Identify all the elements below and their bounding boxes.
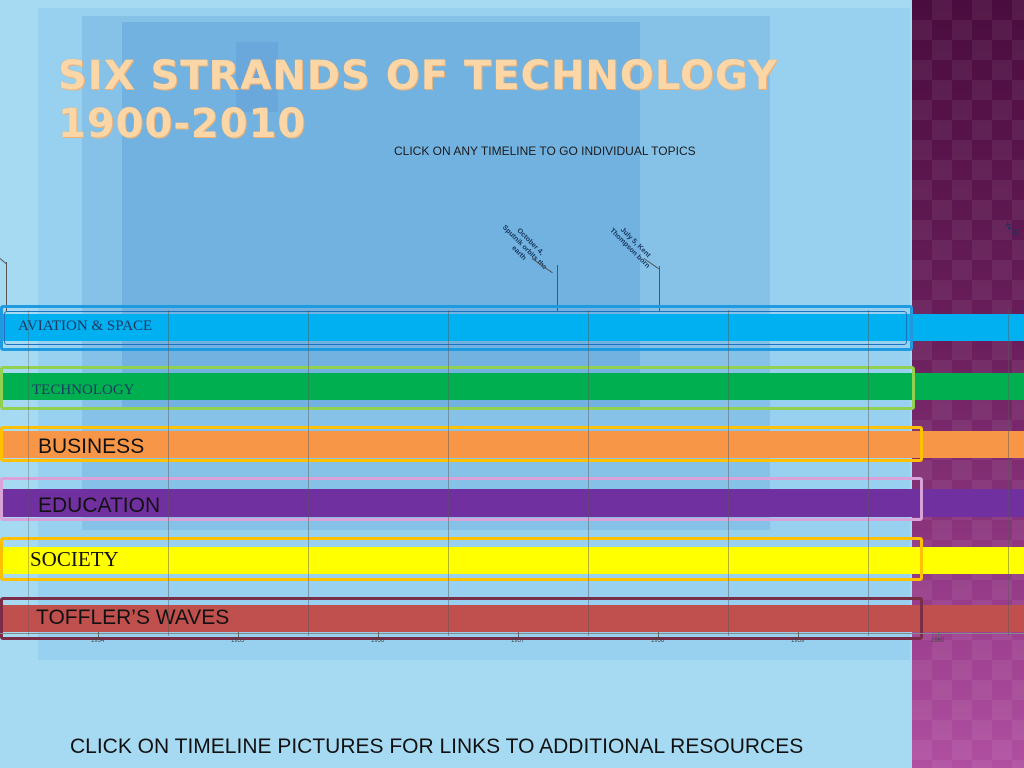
timeline-gridline — [168, 310, 169, 636]
year-tick — [238, 632, 239, 637]
year-tick — [798, 632, 799, 637]
timeline-gridline — [168, 310, 169, 636]
strand-frame-society[interactable] — [0, 537, 923, 581]
strand-label-tofflers-waves: TOFFLER’S WAVES — [36, 606, 230, 629]
year-tick — [938, 632, 939, 637]
timeline-gridline — [308, 310, 309, 636]
strand-label-society: SOCIETY — [30, 547, 119, 571]
background-layer — [236, 42, 278, 112]
timeline-axis — [0, 633, 1024, 634]
strand-bar-society[interactable] — [0, 547, 1024, 574]
year-label: 1960 — [931, 638, 945, 644]
background-layer — [122, 22, 640, 408]
title-line-1: SIX STRANDS OF TECHNOLOGY — [58, 53, 778, 99]
year-tick — [378, 632, 379, 637]
strand-bar-aviation-space[interactable] — [0, 314, 1024, 341]
timeline-gridline — [448, 310, 449, 636]
timeline-gridline — [728, 310, 729, 636]
timeline-gridline — [28, 310, 29, 636]
timeline-gridline — [728, 310, 729, 636]
slide-title: SIX STRANDS OF TECHNOLOGY 1900-2010 — [58, 52, 778, 148]
timeline-gridline — [868, 310, 869, 636]
strand-bar-tofflers-waves[interactable] — [0, 605, 1024, 632]
strand-bar-business[interactable] — [0, 431, 1024, 458]
strand-label-aviation-space: AVIATION & SPACE — [18, 318, 153, 334]
footer-instruction: CLICK ON TIMELINE PICTURES FOR LINKS TO … — [70, 735, 804, 758]
event-connector — [6, 262, 7, 312]
year-label: 1958 — [651, 638, 665, 644]
timeline-gridline — [1008, 310, 1009, 636]
strand-frame-tofflers-waves[interactable] — [0, 597, 923, 640]
title-line-2: 1900-2010 — [58, 101, 307, 147]
strand-label-business: BUSINESS — [38, 435, 145, 458]
strand-label-education: EDUCATION — [38, 494, 161, 517]
year-label: 1954 — [91, 638, 105, 644]
strand-bar-education[interactable] — [0, 489, 1024, 517]
timeline-gridline — [588, 310, 589, 636]
year-label: 1956 — [371, 638, 385, 644]
timeline-gridline — [448, 310, 449, 636]
strand-frame-aviation-space[interactable] — [0, 305, 913, 351]
instruction-text: CLICK ON ANY TIMELINE TO GO INDIVIDUAL T… — [394, 144, 696, 158]
timeline-gridline — [308, 310, 309, 636]
strand-frame-education[interactable] — [0, 477, 923, 521]
strand-frame-business[interactable] — [0, 426, 923, 462]
strand-inner-frame — [4, 311, 907, 345]
event-connector — [557, 265, 558, 312]
year-tick — [518, 632, 519, 637]
year-label: 1959 — [791, 638, 805, 644]
year-label: 1955 — [231, 638, 245, 644]
event-connector — [659, 266, 660, 312]
timeline-gridline — [588, 310, 589, 636]
strand-frame-technology[interactable] — [0, 366, 915, 410]
year-tick — [658, 632, 659, 637]
strand-bar-technology[interactable] — [0, 373, 1024, 400]
year-label: 1957 — [511, 638, 525, 644]
timeline-gridline — [1008, 310, 1009, 636]
strand-label-technology: TECHNOLOGY — [32, 382, 135, 398]
timeline-gridline — [868, 310, 869, 636]
year-tick — [98, 632, 99, 637]
